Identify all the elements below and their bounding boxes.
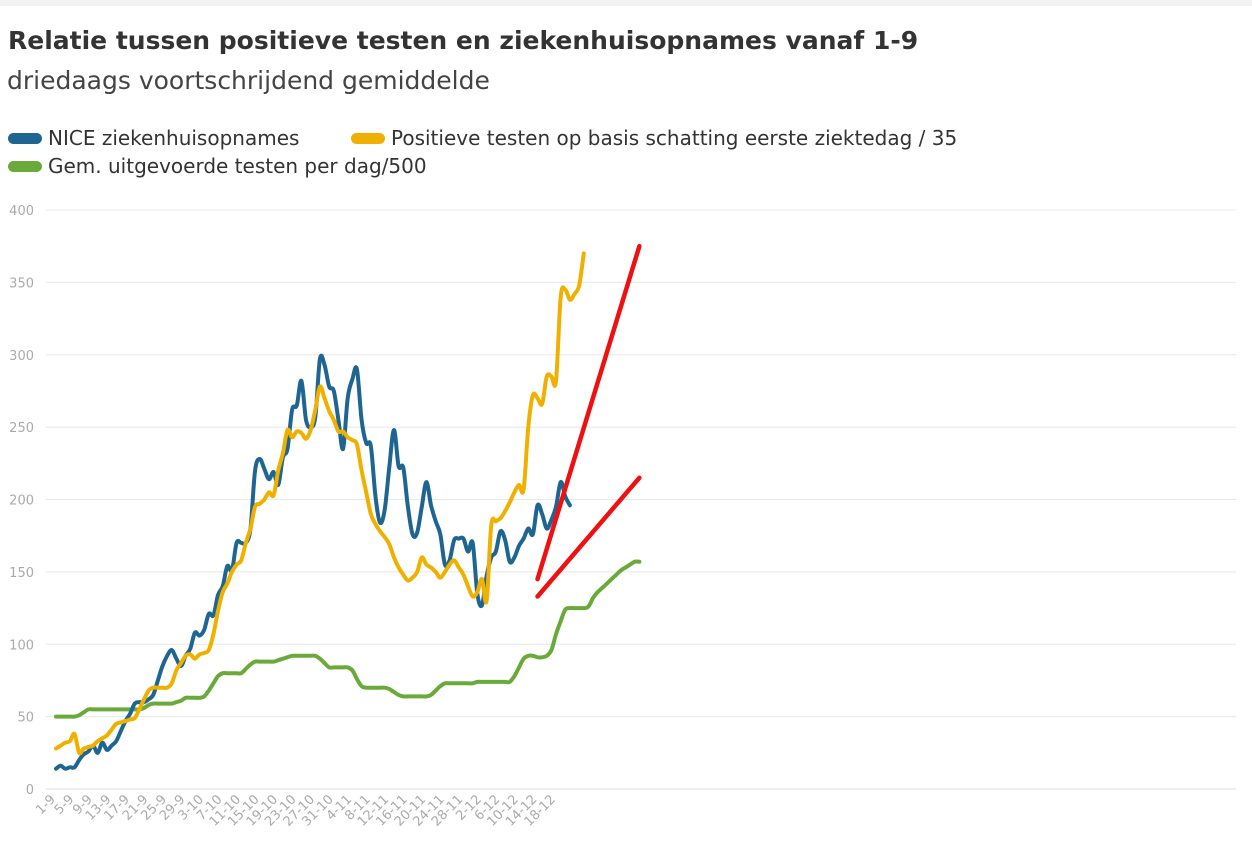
legend-label-uitgevoerde-testen: Gem. uitgevoerde testen per dag/500 xyxy=(48,154,427,178)
legend-item-positieve-testen[interactable]: Positieve testen op basis schatting eers… xyxy=(351,126,957,150)
y-tick-label-300: 300 xyxy=(9,349,34,364)
top-bar xyxy=(0,0,1252,6)
chart-title: Relatie tussen positieve testen en zieke… xyxy=(8,26,919,55)
y-tick-label-200: 200 xyxy=(9,494,34,509)
series-uitgevoerde-testen-line xyxy=(54,559,642,719)
y-tick-label-50: 50 xyxy=(17,711,34,726)
legend-swatch-positieve-testen xyxy=(351,132,385,144)
legend-swatch-uitgevoerde-testen xyxy=(8,160,42,172)
y-tick-label-100: 100 xyxy=(9,638,34,653)
y-tick-label-150: 150 xyxy=(9,566,34,581)
y-tick-label-0: 0 xyxy=(26,783,34,798)
y-tick-label-400: 400 xyxy=(9,204,34,219)
trend-line-2 xyxy=(535,475,642,599)
legend-item-nice[interactable]: NICE ziekenhuisopnames xyxy=(8,126,299,150)
series-positieve-testen-line xyxy=(54,251,586,756)
legend-item-uitgevoerde-testen[interactable]: Gem. uitgevoerde testen per dag/500 xyxy=(8,154,427,178)
y-tick-label-350: 350 xyxy=(9,276,34,291)
legend-swatch-nice xyxy=(8,132,42,144)
trend-line-1 xyxy=(535,243,642,582)
chart-subtitle: driedaags voortschrijdend gemiddelde xyxy=(7,66,490,95)
y-tick-label-250: 250 xyxy=(9,421,34,436)
legend-label-nice: NICE ziekenhuisopnames xyxy=(48,126,300,150)
legend-label-positieve-testen: Positieve testen op basis schatting eers… xyxy=(391,126,958,150)
